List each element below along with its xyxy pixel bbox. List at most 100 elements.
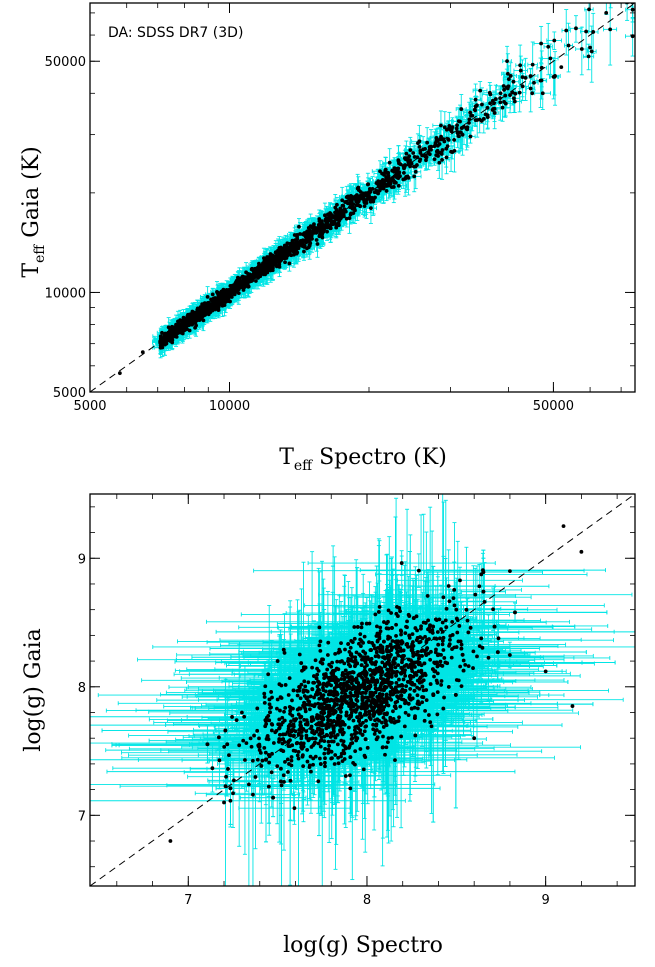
data-point <box>366 182 371 187</box>
data-point <box>334 217 339 222</box>
data-point <box>298 232 302 236</box>
data-point <box>403 176 408 181</box>
data-point <box>270 253 275 258</box>
data-point <box>305 246 309 251</box>
data-point <box>323 217 328 222</box>
data-point <box>467 117 472 122</box>
data-point <box>500 105 505 110</box>
data-point <box>444 146 449 151</box>
data-point <box>513 91 518 96</box>
data-point <box>539 41 544 46</box>
data-point <box>458 119 462 124</box>
data-point <box>591 30 596 34</box>
data-point <box>518 63 523 68</box>
data-point <box>167 330 172 335</box>
data-point <box>473 108 477 113</box>
data-point <box>338 206 343 211</box>
data-point <box>423 155 428 159</box>
data-point <box>520 84 525 89</box>
data-point <box>464 126 469 131</box>
data-point <box>506 77 511 82</box>
data-point <box>493 97 498 101</box>
data-point <box>307 243 312 248</box>
data-point <box>492 106 497 111</box>
data-point <box>421 147 426 152</box>
data-point <box>168 338 173 343</box>
data-point <box>397 161 401 166</box>
data-point <box>459 107 464 111</box>
data-point <box>348 205 352 209</box>
data-point <box>437 142 442 146</box>
data-point <box>326 225 331 230</box>
data-point <box>424 158 428 163</box>
data-point <box>574 26 578 31</box>
data-point <box>450 125 455 129</box>
data-point <box>468 134 473 139</box>
data-point <box>239 285 244 290</box>
data-point <box>468 110 473 115</box>
data-point <box>530 62 535 67</box>
data-point <box>546 44 551 49</box>
data-point <box>579 47 584 51</box>
data-point <box>236 291 241 296</box>
data-point <box>205 311 210 316</box>
data-point <box>320 233 324 238</box>
data-point <box>455 123 459 128</box>
data-point <box>452 137 457 142</box>
data-point <box>517 90 522 95</box>
data-point <box>189 312 194 317</box>
data-point <box>417 144 422 149</box>
data-point <box>459 126 464 130</box>
data-point <box>312 222 316 227</box>
data-point <box>289 246 294 251</box>
data-point <box>540 91 545 96</box>
data-point <box>589 49 594 54</box>
data-point <box>369 206 373 211</box>
data-point <box>609 0 613 1</box>
data-point <box>485 105 490 110</box>
data-point <box>171 329 175 334</box>
data-point <box>450 150 455 155</box>
data-point <box>512 96 516 101</box>
data-point <box>253 279 258 283</box>
data-point <box>292 233 297 237</box>
data-point <box>323 213 327 218</box>
data-point <box>283 249 288 254</box>
data-point <box>528 86 533 91</box>
data-point <box>483 112 488 117</box>
data-point <box>552 74 557 79</box>
data-point <box>302 238 307 243</box>
data-point <box>473 97 478 102</box>
data-point <box>548 56 553 61</box>
data-point <box>277 262 282 267</box>
data-point <box>584 29 589 34</box>
data-point <box>383 168 388 173</box>
data-point <box>186 312 190 317</box>
data-point <box>378 169 382 174</box>
data-point <box>630 7 635 12</box>
data-point <box>163 334 168 339</box>
data-point <box>232 292 237 297</box>
data-point <box>447 124 452 128</box>
data-point <box>309 233 314 238</box>
data-point <box>412 174 417 179</box>
data-point <box>511 79 516 84</box>
data-point <box>442 139 447 144</box>
data-point <box>263 272 268 277</box>
data-point <box>502 87 507 92</box>
data-point <box>608 27 613 32</box>
data-point <box>218 291 222 296</box>
data-point <box>296 244 300 248</box>
data-point <box>297 224 301 229</box>
data-point <box>438 137 443 141</box>
data-point <box>311 226 316 231</box>
data-point <box>361 197 366 201</box>
data-point <box>232 285 237 289</box>
data-point <box>392 179 397 184</box>
data-point <box>505 59 509 64</box>
data-point <box>307 239 312 244</box>
data-point <box>347 216 352 221</box>
data-point <box>437 160 442 165</box>
data-point <box>425 140 430 145</box>
